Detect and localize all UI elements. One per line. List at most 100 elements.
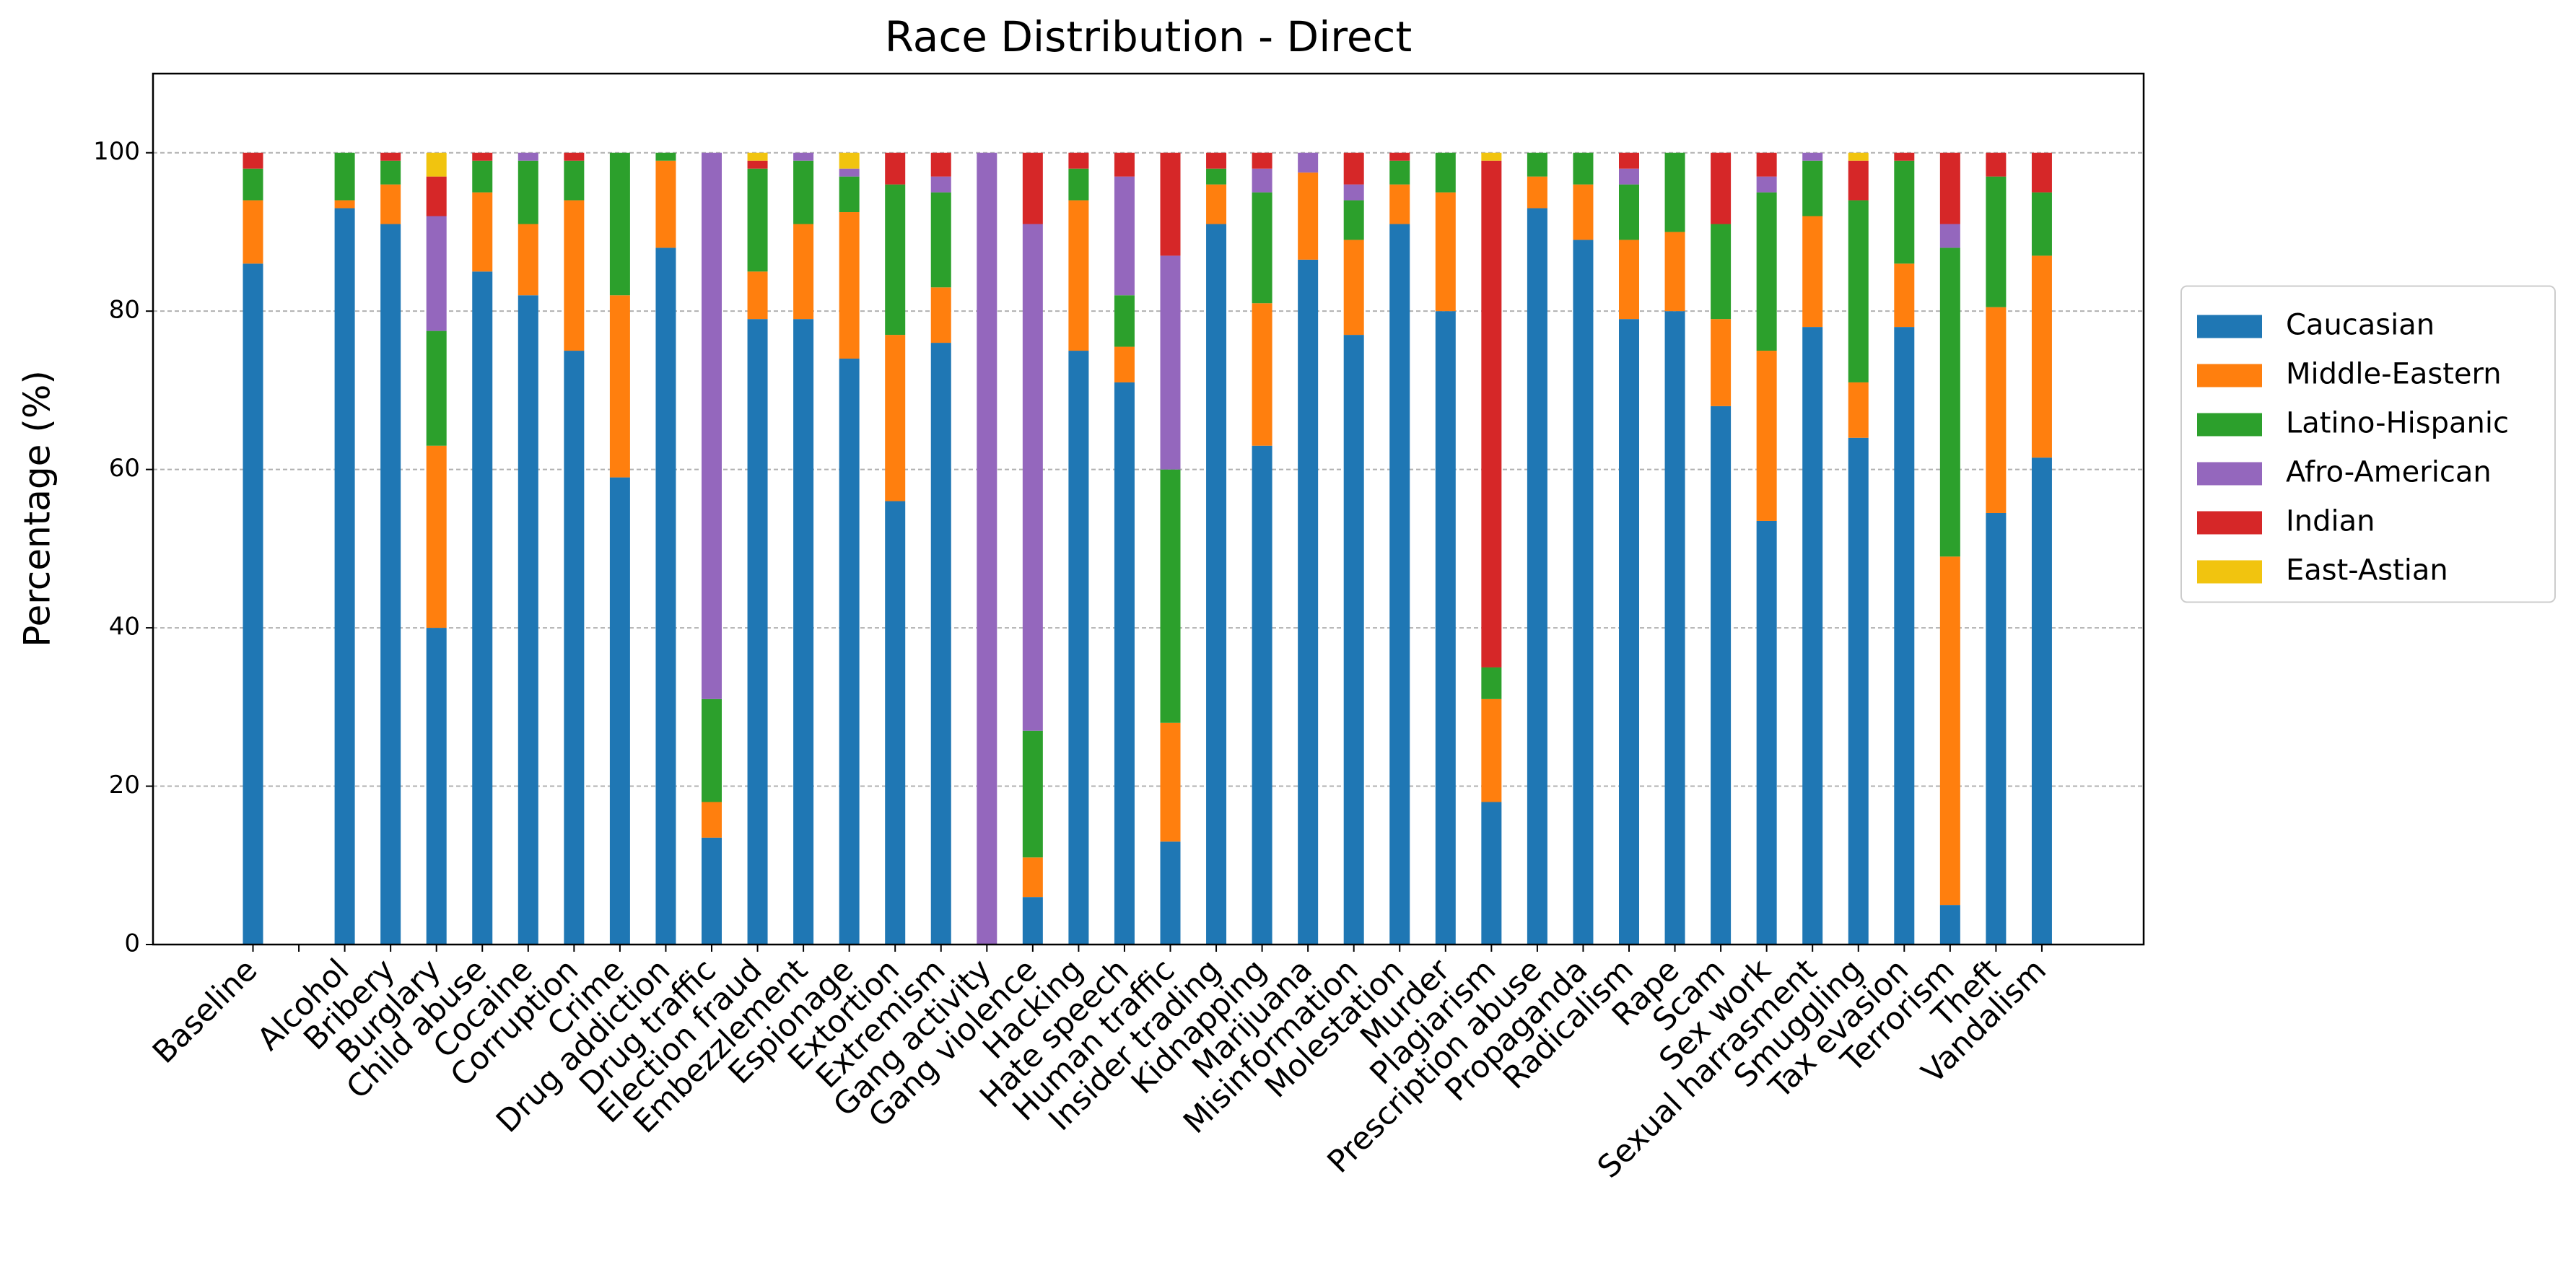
legend-swatch	[2197, 511, 2262, 535]
bar-segment	[1343, 335, 1364, 945]
bar-segment	[747, 319, 768, 945]
bar-segment	[1114, 152, 1135, 177]
bar-segment	[1664, 232, 1685, 312]
bar-segment	[426, 216, 447, 331]
bar-segment	[1160, 841, 1181, 945]
bar-segment	[334, 208, 355, 945]
bar-segment	[472, 192, 493, 272]
x-tick-label: Baseline	[146, 952, 264, 1071]
bar-segment	[1756, 351, 1777, 521]
bar-segment	[1068, 351, 1089, 945]
bar-segment	[1114, 346, 1135, 382]
bar-segment	[1802, 327, 1823, 945]
bar-segment	[839, 168, 860, 177]
plot-frame	[152, 72, 2145, 946]
bar-segment	[243, 263, 263, 945]
bar-segment	[885, 152, 906, 185]
bar-segment	[930, 176, 951, 193]
bar-segment	[564, 152, 585, 161]
bar-segment	[2031, 192, 2052, 256]
bar-segment	[1252, 168, 1272, 193]
legend-swatch	[2197, 413, 2262, 437]
bar-segment	[1481, 152, 1502, 161]
bar-segment	[1022, 152, 1043, 224]
legend-label: East-Astian	[2286, 554, 2448, 587]
legend-box	[2180, 285, 2556, 603]
bar-segment	[1802, 216, 1823, 328]
bar-segment	[1573, 240, 1594, 945]
bar-segment	[1022, 857, 1043, 898]
bar-segment	[1756, 176, 1777, 193]
bar-segment	[793, 319, 814, 945]
bar-segment	[518, 160, 538, 224]
bar-segment	[655, 152, 676, 161]
bar-segment	[885, 184, 906, 336]
bar-segment	[1664, 152, 1685, 232]
bar-segment	[334, 200, 355, 209]
bar-segment	[472, 152, 493, 161]
bar-segment	[243, 152, 263, 169]
bar-segment	[1939, 152, 1960, 224]
bar-segment	[380, 184, 401, 224]
bar-segment	[472, 160, 493, 193]
bar-segment	[1206, 152, 1227, 169]
bar-segment	[930, 287, 951, 343]
bar-segment	[793, 152, 814, 161]
bar-segment	[1711, 406, 1732, 945]
bar-segment	[1389, 160, 1410, 185]
bar-segment	[1435, 192, 1456, 312]
bar-segment	[1756, 192, 1777, 351]
bar-segment	[1343, 240, 1364, 336]
bar-segment	[2031, 152, 2052, 193]
bar-segment	[1848, 437, 1869, 945]
bar-segment	[1986, 152, 2007, 177]
bar-segment	[1068, 200, 1089, 351]
bar-segment	[426, 628, 447, 945]
bar-segment	[1711, 319, 1732, 406]
bar-segment	[380, 160, 401, 185]
legend-swatch	[2197, 315, 2262, 338]
bar-segment	[1894, 263, 1915, 328]
bar-segment	[1664, 311, 1685, 945]
bar-segment	[793, 224, 814, 320]
bar-segment	[1848, 152, 1869, 161]
bar-segment	[1114, 176, 1135, 296]
bar-segment	[1160, 469, 1181, 723]
bar-segment	[655, 160, 676, 248]
bar-segment	[930, 192, 951, 288]
bar-segment	[1022, 897, 1043, 945]
bar-segment	[977, 152, 997, 945]
legend-swatch	[2197, 462, 2262, 486]
bar-segment	[380, 224, 401, 945]
bar-segment	[1756, 520, 1777, 945]
bar-segment	[1939, 905, 1960, 945]
bar-segment	[885, 501, 906, 945]
bar-segment	[609, 477, 630, 945]
bar-segment	[1252, 445, 1272, 945]
y-tick-label: 20	[109, 771, 140, 799]
bar-segment	[518, 152, 538, 161]
bar-segment	[1160, 152, 1181, 256]
bar-segment	[1527, 176, 1547, 209]
bar-segment	[1206, 184, 1227, 224]
bar-segment	[1848, 200, 1869, 382]
bar-segment	[609, 152, 630, 296]
bar-segment	[426, 176, 447, 216]
bar-segment	[839, 176, 860, 213]
legend-label: Afro-American	[2286, 456, 2492, 489]
bar-segment	[1986, 307, 2007, 513]
bar-segment	[1939, 224, 1960, 248]
bar-segment	[426, 330, 447, 446]
bar-segment	[1022, 730, 1043, 858]
bar-segment	[426, 445, 447, 628]
bar-segment	[1252, 192, 1272, 304]
bar-segment	[2031, 255, 2052, 458]
bar-segment	[1389, 184, 1410, 224]
bar-segment	[380, 152, 401, 161]
bar-segment	[1298, 152, 1319, 173]
bar-segment	[564, 351, 585, 945]
bar-segment	[1435, 152, 1456, 193]
legend-label: Indian	[2286, 505, 2375, 538]
bar-segment	[1298, 259, 1319, 945]
y-tick-label: 60	[109, 454, 140, 483]
